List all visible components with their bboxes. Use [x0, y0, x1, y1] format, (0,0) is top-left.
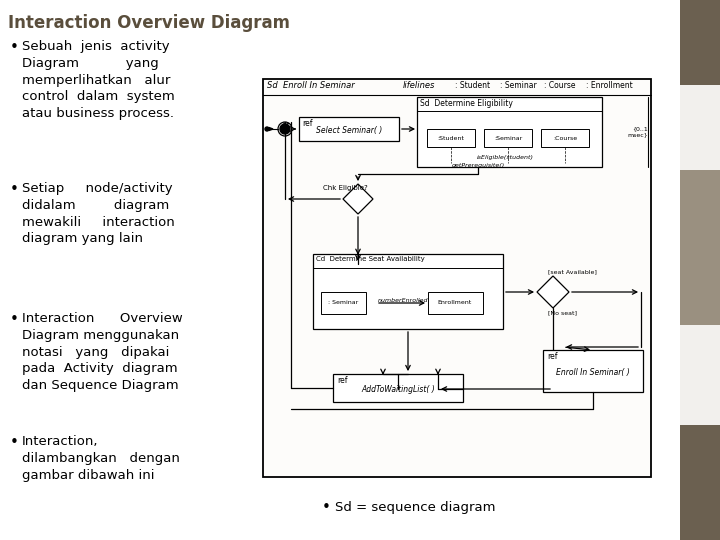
- Circle shape: [265, 127, 269, 131]
- Text: numberEnrolled: numberEnrolled: [378, 299, 428, 303]
- Text: [No seat]: [No seat]: [548, 310, 577, 315]
- Text: Cd  Determine Seat Availability: Cd Determine Seat Availability: [316, 256, 425, 262]
- FancyBboxPatch shape: [299, 117, 399, 141]
- FancyBboxPatch shape: [333, 374, 463, 402]
- Text: [seat Available]: [seat Available]: [548, 269, 597, 274]
- Bar: [680, 170, 720, 325]
- Text: : Course: : Course: [544, 81, 575, 90]
- Text: •: •: [10, 182, 19, 197]
- Text: ref: ref: [302, 119, 312, 128]
- Text: Interaction      Overview
Diagram menggunakan
notasi   yang   dipakai
pada  Acti: Interaction Overview Diagram menggunakan…: [22, 312, 183, 392]
- Text: :Seminar: :Seminar: [494, 136, 522, 140]
- Text: : Seminar: : Seminar: [500, 81, 536, 90]
- Text: {0..1
msec}: {0..1 msec}: [627, 126, 648, 137]
- Text: Sebuah  jenis  activity
Diagram           yang
memperlihatkan   alur
control  da: Sebuah jenis activity Diagram yang mempe…: [22, 40, 175, 120]
- FancyBboxPatch shape: [263, 79, 651, 477]
- Text: Select Seminar( ): Select Seminar( ): [316, 125, 382, 134]
- Text: : Student: : Student: [455, 81, 490, 90]
- Text: getPrerequisite(): getPrerequisite(): [452, 163, 505, 168]
- Text: Sd = sequence diagram: Sd = sequence diagram: [335, 502, 495, 515]
- Text: lifelines: lifelines: [403, 81, 436, 90]
- FancyBboxPatch shape: [484, 129, 532, 147]
- FancyBboxPatch shape: [417, 97, 602, 167]
- Bar: [680, 425, 720, 540]
- Text: Enrollment: Enrollment: [438, 300, 472, 306]
- Text: : Enrollment: : Enrollment: [586, 81, 633, 90]
- Text: AddToWaitingList( ): AddToWaitingList( ): [361, 386, 435, 395]
- Polygon shape: [343, 184, 373, 214]
- Text: Enroll In Seminar( ): Enroll In Seminar( ): [556, 368, 630, 377]
- FancyBboxPatch shape: [427, 129, 475, 147]
- Text: •: •: [10, 312, 19, 327]
- FancyBboxPatch shape: [541, 129, 589, 147]
- Text: Chk Eligible?: Chk Eligible?: [323, 185, 368, 191]
- FancyArrow shape: [267, 127, 273, 131]
- FancyBboxPatch shape: [321, 292, 366, 314]
- Text: Interaction,
dilambangkan   dengan
gambar dibawah ini: Interaction, dilambangkan dengan gambar …: [22, 435, 180, 482]
- Text: •: •: [10, 40, 19, 55]
- Text: isEligible(student): isEligible(student): [477, 155, 534, 160]
- Text: ref: ref: [547, 352, 557, 361]
- FancyBboxPatch shape: [428, 292, 483, 314]
- FancyBboxPatch shape: [543, 350, 643, 392]
- Polygon shape: [537, 276, 569, 308]
- Text: : Seminar: : Seminar: [328, 300, 358, 306]
- FancyBboxPatch shape: [313, 254, 503, 329]
- Text: Sd  Enroll In Seminar: Sd Enroll In Seminar: [267, 81, 355, 90]
- Text: :Student: :Student: [438, 136, 464, 140]
- Text: Sd  Determine Eligibility: Sd Determine Eligibility: [420, 99, 513, 108]
- Text: ref: ref: [337, 376, 348, 385]
- Text: :Course: :Course: [553, 136, 577, 140]
- Bar: [680, 0, 720, 85]
- Circle shape: [280, 124, 290, 134]
- Text: Setiap     node/activity
didalam         diagram
mewakili     interaction
diagra: Setiap node/activity didalam diagram mew…: [22, 182, 175, 245]
- Text: •: •: [322, 501, 331, 516]
- Text: •: •: [10, 435, 19, 450]
- Text: Interaction Overview Diagram: Interaction Overview Diagram: [8, 14, 290, 32]
